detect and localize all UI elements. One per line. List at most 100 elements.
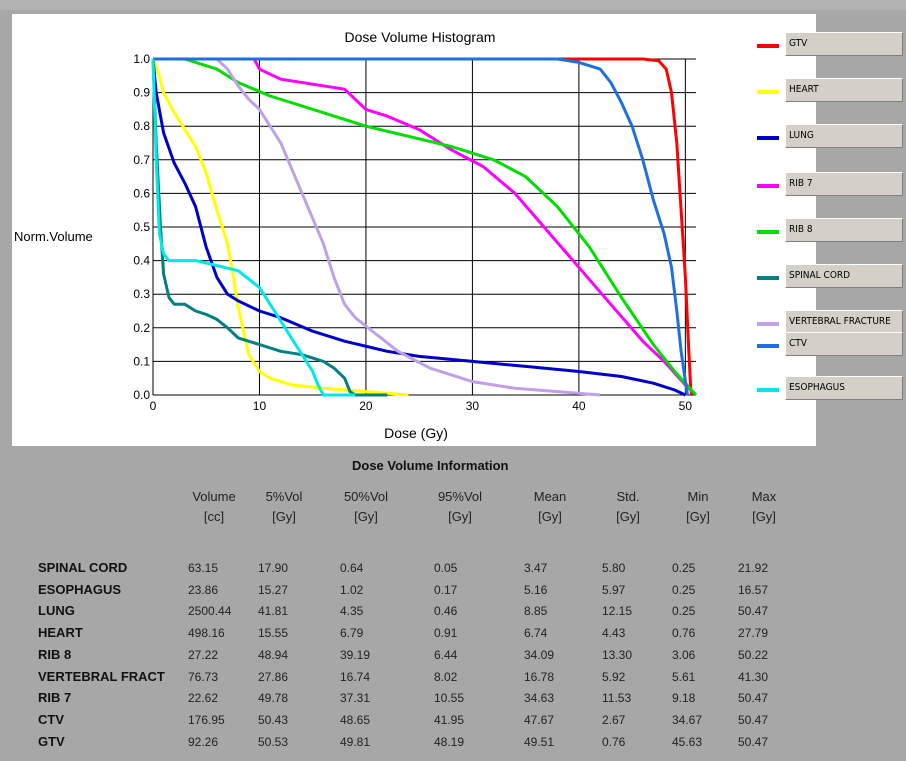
table-cell: 2500.44 — [188, 604, 231, 618]
top-strip — [0, 0, 906, 10]
chart-title: Dose Volume Histogram — [345, 29, 496, 45]
y-tick-labels: 0.0 0.1 0.2 0.3 0.4 0.5 0.6 0.7 0.8 0.9 1.0 — [133, 52, 150, 402]
table-cell: 16.74 — [340, 670, 370, 684]
column-header-line: [Gy] — [668, 507, 728, 527]
table-cell: 0.46 — [434, 604, 457, 618]
table-cell: 63.15 — [188, 561, 218, 575]
table-cell: 2.67 — [602, 713, 625, 727]
y-tick-label: 0.8 — [133, 119, 150, 133]
row-label: GTV — [38, 734, 65, 749]
table-cell: 23.86 — [188, 583, 218, 597]
legend-swatch — [757, 90, 779, 94]
legend-item[interactable]: LUNG — [755, 122, 906, 152]
grid — [153, 59, 696, 395]
legend-swatch — [757, 388, 779, 392]
x-tick-label: 40 — [572, 399, 586, 413]
column-header: 5%Vol [Gy] — [254, 487, 314, 527]
legend: GTV HEART LUNG RIB 7 RIB 8 SPINAL CORD VERTEBR… — [755, 30, 906, 406]
legend-item[interactable]: HEART — [755, 76, 906, 106]
legend-label[interactable]: CTV — [785, 332, 903, 356]
column-header-line: [Gy] — [336, 507, 396, 527]
table-cell: 50.43 — [258, 713, 288, 727]
row-label: SPINAL CORD — [38, 560, 127, 575]
table-cell: 21.92 — [738, 561, 768, 575]
legend-swatch — [757, 344, 779, 348]
table-cell: 5.80 — [602, 561, 625, 575]
legend-swatch — [757, 44, 779, 48]
table-cell: 48.19 — [434, 735, 464, 749]
table-cell: 50.47 — [738, 713, 768, 727]
table-cell: 498.16 — [188, 626, 225, 640]
column-header-line: 5%Vol — [254, 487, 314, 507]
table-cell: 12.15 — [602, 604, 632, 618]
table-cell: 6.44 — [434, 648, 457, 662]
legend-item[interactable]: ESOPHAGUS — [755, 374, 906, 404]
column-header: Volume [cc] — [184, 487, 244, 527]
table-cell: 34.67 — [672, 713, 702, 727]
x-tick-labels: 0 10 20 30 40 50 — [150, 399, 693, 413]
legend-item[interactable]: RIB 7 — [755, 170, 906, 200]
table-cell: 50.47 — [738, 735, 768, 749]
table-cell: 4.35 — [340, 604, 363, 618]
legend-swatch — [757, 322, 779, 326]
table-cell: 13.30 — [602, 648, 632, 662]
table-cell: 16.57 — [738, 583, 768, 597]
legend-item[interactable]: SPINAL CORD — [755, 262, 906, 292]
plot-panel: Dose Volume Histogram 0.0 0.1 0.2 0.3 0.4 0.5… — [12, 14, 816, 446]
y-axis-label: Norm.Volume — [14, 229, 93, 244]
table-cell: 0.91 — [434, 626, 457, 640]
table-cell: 4.43 — [602, 626, 625, 640]
y-tick-label: 0.5 — [133, 220, 150, 234]
table-cell: 0.25 — [672, 604, 695, 618]
table-cell: 22.62 — [188, 691, 218, 705]
table-cell: 50.22 — [738, 648, 768, 662]
column-header: Min [Gy] — [668, 487, 728, 527]
table-cell: 27.86 — [258, 670, 288, 684]
table-cell: 41.30 — [738, 670, 768, 684]
table-cell: 50.47 — [738, 691, 768, 705]
table-cell: 45.63 — [672, 735, 702, 749]
legend-label[interactable]: ESOPHAGUS — [785, 376, 903, 400]
legend-item[interactable]: CTV — [755, 330, 906, 360]
column-header-line: Std. — [598, 487, 658, 507]
legend-swatch — [757, 230, 779, 234]
column-header: Std. [Gy] — [598, 487, 658, 527]
table-cell: 0.76 — [602, 735, 625, 749]
y-tick-label: 0.2 — [133, 321, 150, 335]
table-cell: 0.25 — [672, 583, 695, 597]
column-header-line: [Gy] — [734, 507, 794, 527]
x-tick-label: 0 — [150, 399, 157, 413]
y-tick-label: 0.4 — [133, 254, 150, 268]
table-cell: 0.25 — [672, 561, 695, 575]
table-cell: 15.27 — [258, 583, 288, 597]
x-tick-label: 30 — [466, 399, 480, 413]
table-cell: 92.26 — [188, 735, 218, 749]
table-cell: 10.55 — [434, 691, 464, 705]
y-tick-label: 1.0 — [133, 52, 150, 66]
table-cell: 41.95 — [434, 713, 464, 727]
table-cell: 34.09 — [524, 648, 554, 662]
legend-label[interactable]: RIB 8 — [785, 218, 903, 242]
legend-label[interactable]: HEART — [785, 78, 903, 102]
legend-label[interactable]: SPINAL CORD — [785, 264, 903, 288]
table-cell: 27.22 — [188, 648, 218, 662]
row-label: HEART — [38, 625, 83, 640]
dvh-chart: Dose Volume Histogram 0.0 0.1 0.2 0.3 0.4 0.5… — [12, 14, 816, 446]
legend-swatch — [757, 184, 779, 188]
legend-label[interactable]: RIB 7 — [785, 172, 903, 196]
table-cell: 15.55 — [258, 626, 288, 640]
table-cell: 8.02 — [434, 670, 457, 684]
x-tick-label: 20 — [359, 399, 373, 413]
table-cell: 5.61 — [672, 670, 695, 684]
legend-item[interactable]: RIB 8 — [755, 216, 906, 246]
column-header-line: Mean — [520, 487, 580, 507]
legend-label[interactable]: GTV — [785, 32, 903, 56]
table-cell: 37.31 — [340, 691, 370, 705]
table-cell: 0.17 — [434, 583, 457, 597]
legend-item[interactable]: GTV — [755, 30, 906, 60]
column-header-line: 50%Vol — [336, 487, 396, 507]
column-header-line: [Gy] — [430, 507, 490, 527]
column-header: Max [Gy] — [734, 487, 794, 527]
legend-label[interactable]: LUNG — [785, 124, 903, 148]
